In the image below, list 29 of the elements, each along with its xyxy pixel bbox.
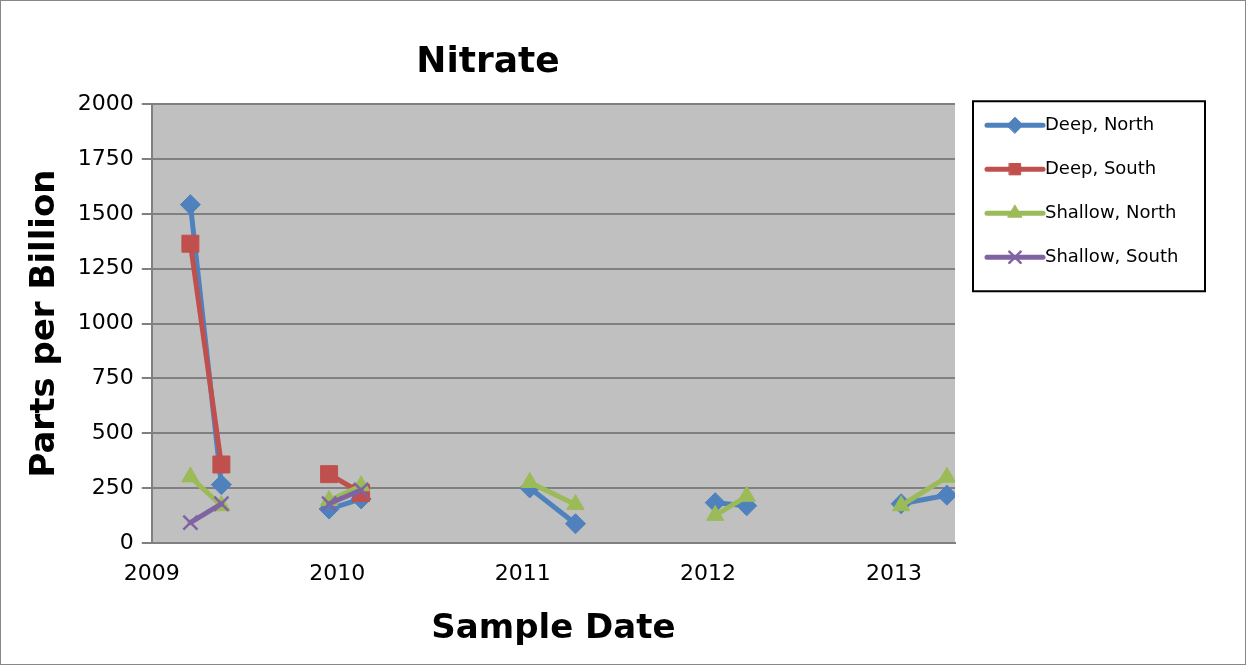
point <box>179 194 201 216</box>
x-tick-label: 2013 <box>866 559 923 585</box>
y-tick-label: 1500 <box>77 199 134 225</box>
legend-label: Shallow, North <box>1045 200 1177 222</box>
legend-label: Shallow, South <box>1045 244 1179 266</box>
x-tick-label: 2009 <box>123 559 180 585</box>
point <box>320 465 339 484</box>
point <box>181 234 200 253</box>
x-tick-label: 2010 <box>309 559 366 585</box>
y-tick-label: 500 <box>91 418 134 444</box>
chart-title: Nitrate <box>416 38 560 80</box>
y-tick-label: 1000 <box>77 309 134 335</box>
y-tick-label: 2000 <box>77 89 134 115</box>
y-tick-label: 1250 <box>77 254 134 280</box>
y-tick-label: 1750 <box>77 144 134 170</box>
legend-label: Deep, South <box>1045 156 1157 178</box>
point <box>564 513 586 535</box>
point <box>210 474 232 496</box>
y-axis-title: Parts per Billion <box>22 169 63 478</box>
x-tick-label: 2011 <box>494 559 551 585</box>
point <box>212 455 231 474</box>
y-tick-label: 250 <box>91 473 134 499</box>
y-tick-label: 750 <box>91 364 134 390</box>
x-tick-label: 2012 <box>680 559 737 585</box>
x-axis-title: Sample Date <box>431 606 676 647</box>
point <box>320 495 338 513</box>
point <box>182 514 199 531</box>
y-tick-label: 0 <box>119 528 134 554</box>
legend-label: Deep, North <box>1045 112 1155 134</box>
